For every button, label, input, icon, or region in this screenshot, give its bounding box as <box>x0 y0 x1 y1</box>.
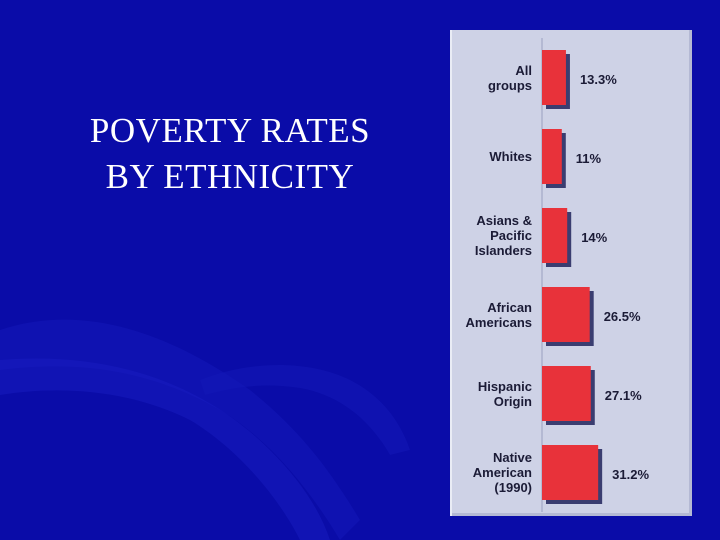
bar <box>542 445 599 500</box>
value-label: 27.1% <box>604 388 642 403</box>
bar-chart-panel: All groups 13.3% Whites 11% Asians & Pacific… <box>450 30 692 516</box>
value-label: 11% <box>575 151 602 166</box>
bar <box>542 366 591 421</box>
value-label: 31.2% <box>612 467 650 482</box>
slide-title-line-1: POVERTY RATES <box>89 111 371 150</box>
category-label: Whites <box>489 149 532 164</box>
slide-title: POVERTY RATES BY ETHNICITY <box>40 108 420 200</box>
category-label: Native American (1990) <box>472 450 532 495</box>
bar <box>542 50 566 105</box>
bar-chart <box>541 38 603 512</box>
category-label: Hispanic Origin <box>477 378 532 409</box>
category-label: Asians & Pacific Islanders <box>474 213 532 258</box>
value-label: 13.3% <box>579 72 617 87</box>
bar <box>542 287 590 342</box>
value-label: 14% <box>581 230 608 245</box>
value-label: 26.5% <box>603 309 641 324</box>
bar <box>542 129 562 184</box>
slide-title-line-2: BY ETHNICITY <box>105 157 355 196</box>
category-label: All groups <box>487 62 532 93</box>
category-label: African Americans <box>465 299 532 330</box>
bar <box>542 208 568 263</box>
